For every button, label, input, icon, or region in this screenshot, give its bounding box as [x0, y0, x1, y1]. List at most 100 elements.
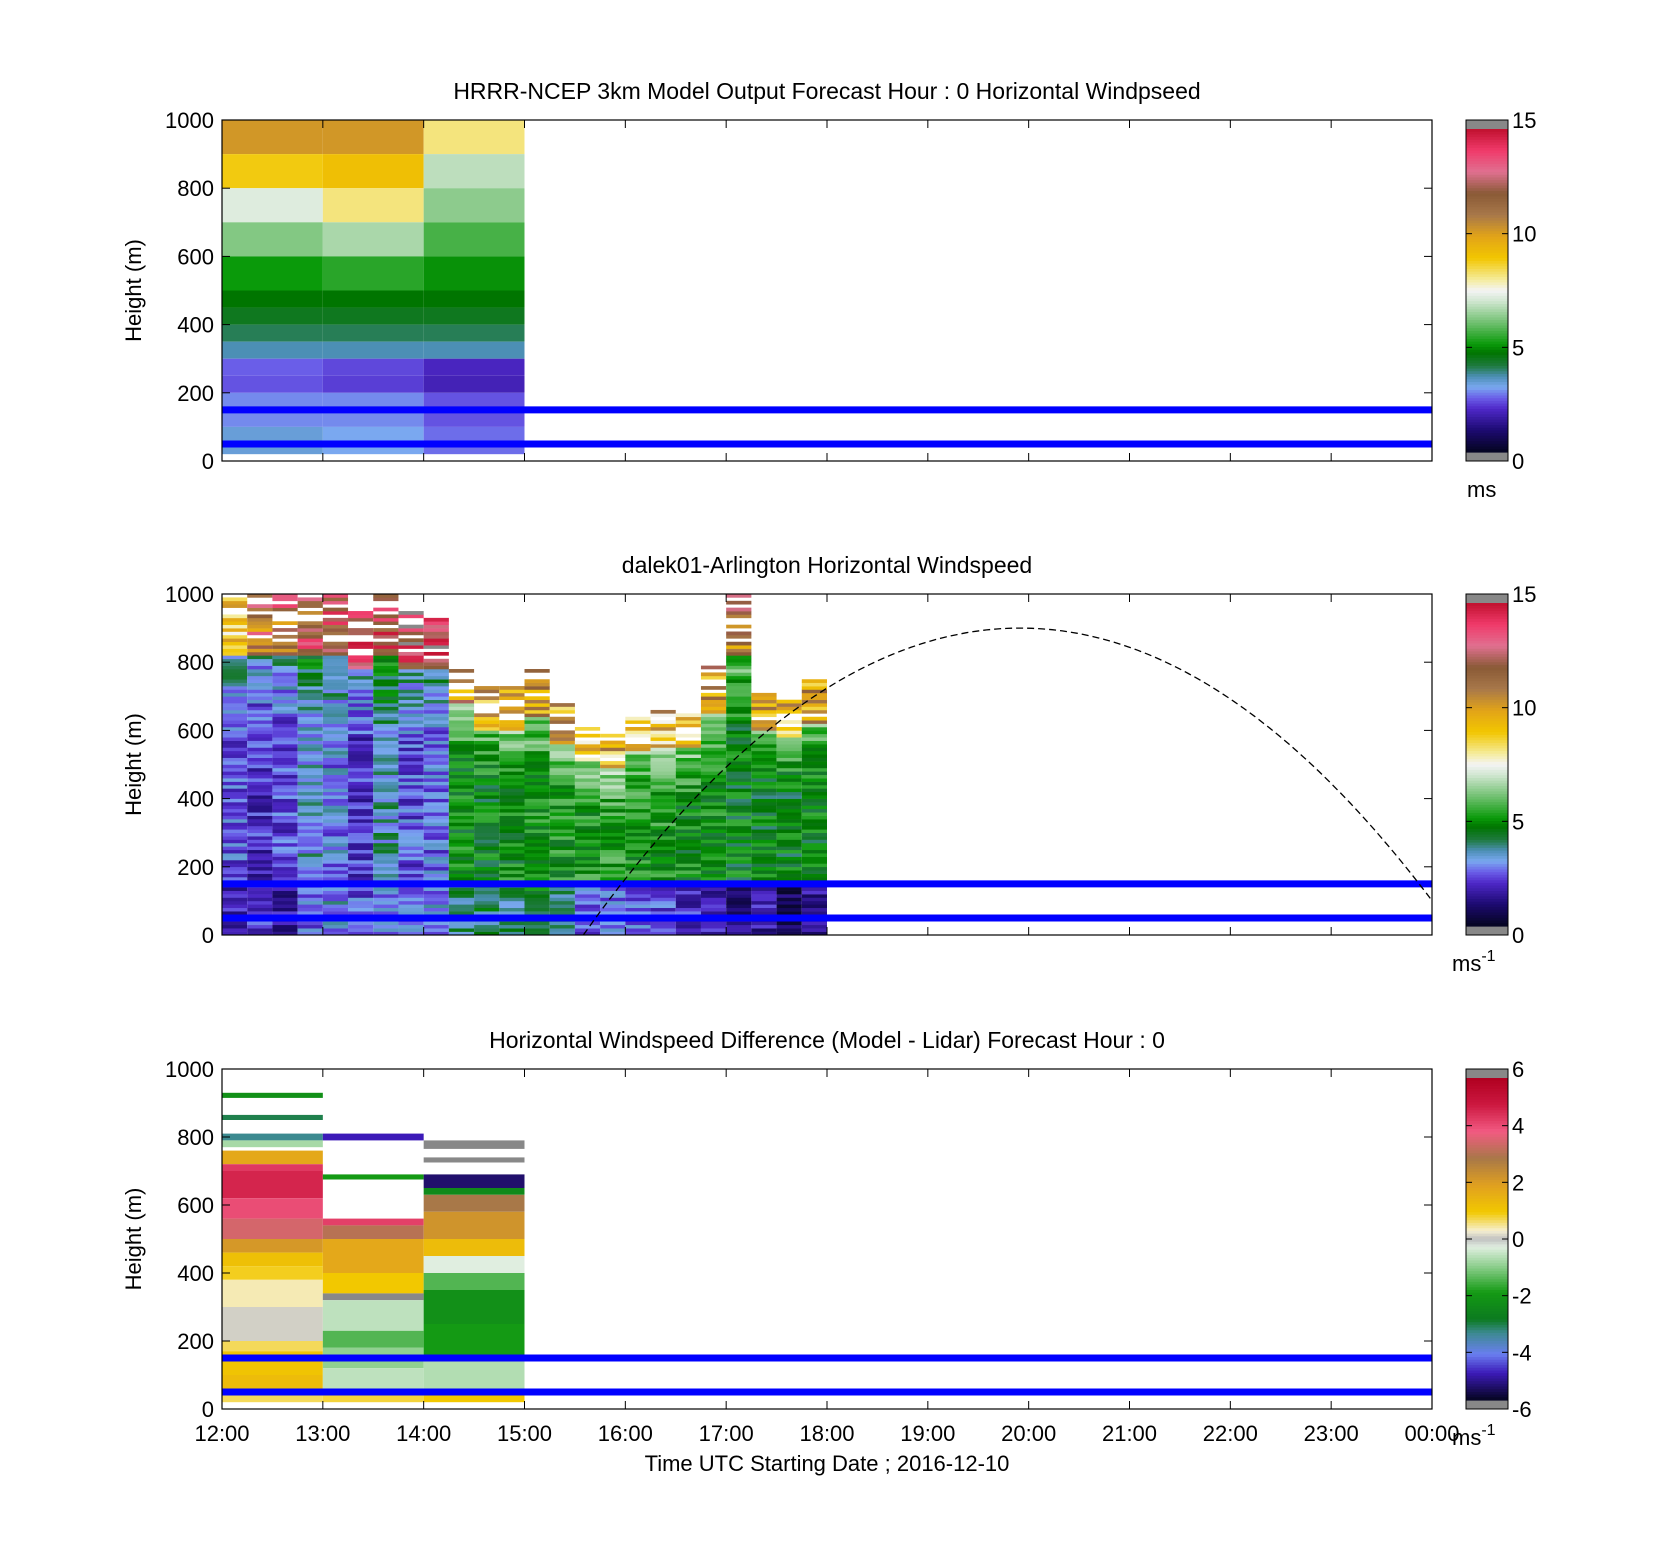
heatmap-cell: [474, 846, 500, 851]
heatmap-cell: [222, 631, 248, 636]
heatmap-cell: [625, 802, 651, 806]
heatmap-cell: [474, 819, 500, 823]
colorbar-swatch: [1466, 1249, 1508, 1254]
heatmap-cell: [499, 825, 525, 830]
colorbar-swatch: [1466, 325, 1508, 329]
heatmap-cell: [322, 324, 424, 342]
heatmap-cell: [222, 730, 248, 735]
heatmap-cell: [448, 829, 475, 833]
heatmap-cell: [247, 696, 273, 701]
heatmap-cell: [272, 733, 298, 738]
heatmap-cell: [700, 822, 727, 827]
colorbar-swatch: [1466, 850, 1508, 854]
heatmap-cell: [776, 890, 802, 895]
heatmap-cell: [549, 795, 575, 799]
heatmap-cell: [398, 682, 424, 687]
heatmap-cell: [423, 931, 449, 936]
colorbar-swatch: [1466, 430, 1508, 434]
heatmap-cell: [776, 822, 802, 827]
heatmap-cell: [348, 873, 374, 878]
colorbar-swatch: [1466, 131, 1508, 135]
heatmap-cell: [726, 771, 752, 776]
heatmap-cell: [247, 866, 273, 871]
colorbar-swatch: [1466, 1158, 1508, 1162]
heatmap-cell: [222, 788, 248, 793]
colorbar-swatch: [1466, 697, 1508, 701]
heatmap-cell: [398, 907, 424, 912]
heatmap-cell: [272, 744, 298, 748]
heatmap-cell: [726, 723, 752, 728]
heatmap-cell: [499, 822, 525, 827]
colorbar-swatch: [1466, 263, 1508, 267]
heatmap-cell: [222, 648, 248, 653]
heatmap-cell: [423, 617, 449, 622]
heatmap-cell: [726, 634, 752, 639]
colorbar-swatch: [1466, 780, 1508, 784]
heatmap-cell: [625, 774, 651, 779]
heatmap-cell: [373, 744, 399, 748]
heatmap-cell: [322, 720, 349, 724]
heatmap-cell: [600, 829, 626, 833]
heatmap-cell: [322, 832, 349, 837]
heatmap-cell: [726, 788, 752, 793]
heatmap-cell: [322, 815, 349, 820]
heatmap-cell: [222, 1133, 323, 1141]
heatmap-cell: [499, 873, 525, 878]
heatmap-cell: [549, 822, 575, 827]
heatmap-cell: [625, 887, 651, 891]
heatmap-cell: [272, 897, 298, 902]
heatmap-cell: [398, 771, 424, 776]
heatmap-cell: [650, 720, 676, 724]
heatmap-cell: [222, 873, 248, 878]
heatmap-cell: [726, 900, 752, 905]
y-tick-label: 0: [202, 1397, 214, 1422]
heatmap-cell: [675, 771, 701, 776]
colorbar-swatch: [1466, 726, 1508, 731]
heatmap-cell: [348, 679, 374, 683]
colorbar-swatch: [1466, 166, 1508, 170]
heatmap-cell: [751, 812, 777, 816]
heatmap-cell: [448, 870, 475, 874]
heatmap-cell: [574, 798, 601, 803]
heatmap-cell: [549, 750, 575, 755]
heatmap-cell: [348, 907, 374, 912]
heatmap-cell: [297, 737, 323, 741]
colorbar-swatch: [1466, 155, 1508, 160]
heatmap-cell: [448, 723, 475, 728]
colorbar-swatch: [1466, 1330, 1508, 1334]
heatmap-cell: [272, 730, 298, 735]
heatmap-cell: [322, 1293, 424, 1301]
colorbar-swatch: [1466, 414, 1508, 418]
colorbar-tick-label: 4: [1512, 1114, 1524, 1139]
heatmap-cell: [625, 849, 651, 854]
heatmap-cell: [600, 931, 626, 936]
colorbar-swatch: [1466, 1300, 1508, 1304]
heatmap-cell: [801, 788, 827, 793]
heatmap-cell: [297, 853, 323, 857]
colorbar-swatch: [1466, 1118, 1508, 1122]
heatmap-cell: [423, 798, 449, 803]
colorbar-swatch: [1466, 419, 1508, 423]
heatmap-cell: [222, 341, 323, 359]
heatmap-cell: [650, 866, 676, 871]
heatmap-cell: [625, 832, 651, 837]
heatmap-cell: [801, 723, 827, 728]
heatmap-cell: [474, 836, 500, 840]
heatmap-cell: [574, 856, 601, 861]
heatmap-cell: [373, 669, 399, 673]
heatmap-cell: [700, 706, 727, 711]
heatmap-cell: [776, 781, 802, 786]
heatmap-cell: [726, 744, 752, 748]
heatmap-cell: [474, 822, 500, 827]
heatmap-cell: [499, 689, 525, 694]
heatmap-cell: [549, 703, 575, 707]
heatmap-cell: [700, 726, 727, 731]
heatmap-cell: [524, 859, 550, 864]
heatmap-cell: [600, 778, 626, 782]
heatmap-cell: [222, 822, 248, 827]
heatmap-cell: [625, 764, 651, 769]
heatmap-cell: [297, 771, 323, 776]
heatmap-cell: [524, 689, 550, 694]
heatmap-cell: [524, 856, 550, 861]
heatmap-cell: [398, 911, 424, 915]
